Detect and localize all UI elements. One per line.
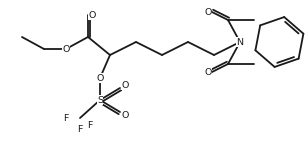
Text: F: F: [63, 114, 69, 123]
Text: S: S: [97, 95, 103, 105]
Text: O: O: [204, 7, 212, 16]
Text: N: N: [237, 38, 244, 46]
Text: F: F: [77, 125, 83, 134]
Text: O: O: [121, 111, 129, 120]
Text: O: O: [62, 44, 70, 53]
Text: O: O: [96, 74, 104, 83]
Text: O: O: [204, 68, 212, 77]
Text: F: F: [87, 122, 93, 130]
Text: O: O: [121, 81, 129, 89]
Text: O: O: [88, 10, 96, 19]
